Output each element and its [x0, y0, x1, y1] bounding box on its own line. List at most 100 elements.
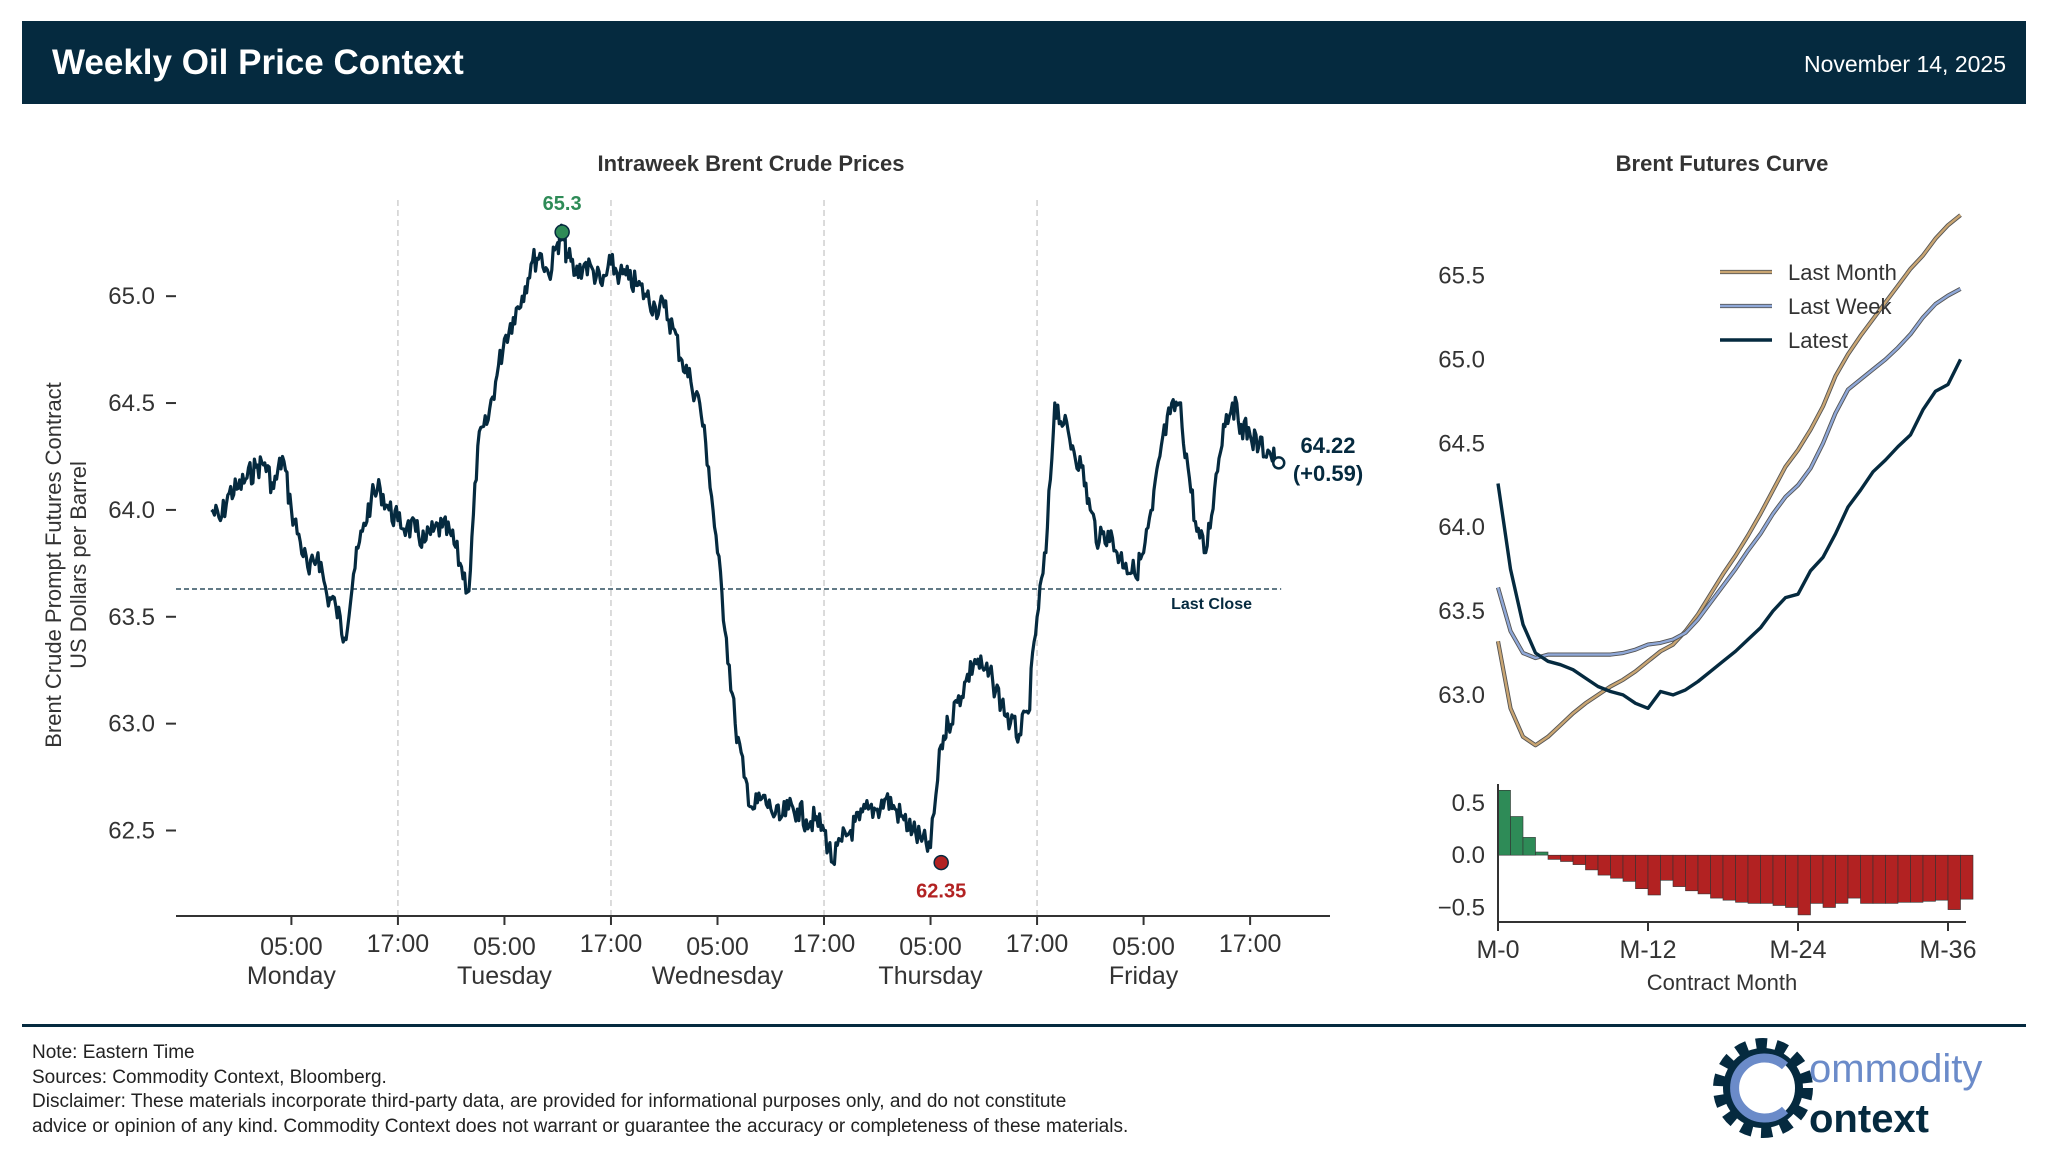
- curve-last-week-line: [1496, 287, 1962, 660]
- change-bar: [1622, 854, 1636, 882]
- change-bar: [1585, 854, 1599, 871]
- curve-y-tick-label: 64.5: [1438, 430, 1485, 457]
- x-day-label: Friday: [1109, 962, 1179, 990]
- last-close-label: Last Close: [1171, 596, 1252, 613]
- change-bar: [1660, 854, 1674, 881]
- change-bar: [1960, 854, 1974, 900]
- change-bar: [1722, 854, 1736, 901]
- change-bar: [1947, 854, 1961, 910]
- change-bar: [1797, 854, 1811, 916]
- change-bar: [1710, 854, 1724, 899]
- last-price-marker: [1271, 456, 1286, 470]
- weekly-low-label: 62.35: [916, 881, 966, 903]
- header-bar: Weekly Oil Price Context November 14, 20…: [22, 21, 2026, 104]
- x-day-label: Tuesday: [457, 962, 552, 990]
- y-axis-label-line2: US Dollars per Barrel: [66, 461, 91, 669]
- contract-month-axis-label: Contract Month: [1647, 970, 1797, 995]
- change-bar: [1535, 851, 1549, 856]
- commodity-context-logo: ommodity ontext: [1713, 1038, 1982, 1141]
- change-bar: [1547, 854, 1561, 860]
- change-bar: [1747, 854, 1761, 904]
- logo-word-context: ontext: [1809, 1097, 1929, 1141]
- x-tick-label: 17:00: [793, 930, 856, 958]
- change-bar: [1497, 789, 1511, 856]
- change-bar: [1510, 816, 1524, 856]
- footer-notes: Note: Eastern Time Sources: Commodity Co…: [32, 1041, 1128, 1139]
- change-bar: [1860, 854, 1874, 904]
- y-tick-label: 64.0: [108, 497, 155, 524]
- curve-y-tick-label: 64.0: [1438, 514, 1485, 541]
- change-bar: [1572, 854, 1586, 865]
- change-bar: [1785, 854, 1799, 908]
- change-y-tick-label: 0.0: [1452, 842, 1485, 869]
- y-tick-label: 64.5: [108, 390, 155, 417]
- curve-y-tick-label: 63.5: [1438, 598, 1485, 625]
- x-tick-label: 05:00: [260, 933, 323, 961]
- y-tick-label: 62.5: [108, 818, 155, 845]
- change-bar: [1847, 854, 1861, 899]
- curve-y-tick-label: 65.0: [1438, 346, 1485, 373]
- x-tick-label: 05:00: [899, 933, 962, 961]
- change-bar: [1872, 854, 1886, 904]
- change-bar: [1822, 854, 1836, 908]
- legend-label: Latest: [1788, 328, 1848, 353]
- change-bar: [1597, 854, 1611, 876]
- brent-price-line: [210, 223, 1279, 866]
- x-tick-label: 17:00: [367, 930, 430, 958]
- x-tick-label: 17:00: [1006, 930, 1069, 958]
- change-bar: [1935, 854, 1949, 901]
- futures-curve-title: Brent Futures Curve: [1616, 151, 1829, 176]
- curve-latest-line: [1496, 358, 1963, 710]
- change-bar: [1735, 854, 1749, 903]
- change-bar: [1635, 854, 1649, 890]
- intraweek-chart-title: Intraweek Brent Crude Prices: [598, 151, 905, 176]
- curve-last-month-line: [1496, 214, 1962, 747]
- change-bar: [1810, 854, 1824, 904]
- x-day-label: Monday: [247, 962, 336, 990]
- weekly-high-marker: [554, 224, 570, 240]
- y-axis-label-line1: Brent Crude Prompt Futures Contract: [41, 382, 66, 748]
- x-day-label: Wednesday: [652, 962, 784, 990]
- footer-disclaimer-line2: advice or opinion of any kind. Commodity…: [32, 1115, 1129, 1137]
- y-tick-label: 63.5: [108, 604, 155, 631]
- last-price-label: 64.22: [1300, 433, 1355, 458]
- page-title: Weekly Oil Price Context: [52, 43, 464, 82]
- x-tick-label: 05:00: [473, 933, 536, 961]
- last-price-change-label: (+0.59): [1293, 461, 1363, 486]
- weekly-low-marker: [933, 854, 949, 871]
- curve-y-tick-label: 65.5: [1438, 262, 1485, 289]
- contract-month-tick-label: M-36: [1920, 936, 1977, 964]
- change-bar: [1897, 854, 1911, 903]
- change-bar: [1672, 854, 1686, 887]
- footer-divider: [22, 1024, 2026, 1027]
- footer-disclaimer-line1: Disclaimer: These materials incorporate …: [32, 1091, 1067, 1112]
- x-tick-label: 17:00: [1219, 930, 1282, 958]
- change-bar: [1835, 854, 1849, 904]
- x-tick-label: 17:00: [580, 930, 643, 958]
- change-bar: [1697, 854, 1711, 895]
- report-date: November 14, 2025: [1803, 51, 2006, 77]
- legend-label: Last Month: [1788, 260, 1897, 285]
- change-bar: [1885, 854, 1899, 904]
- change-bar: [1647, 854, 1661, 896]
- logo-word-commodity: ommodity: [1809, 1047, 1982, 1091]
- change-bar: [1685, 854, 1699, 892]
- weekly-high-label: 65.3: [543, 193, 582, 215]
- contract-month-tick-label: M-24: [1770, 936, 1827, 964]
- x-day-label: Thursday: [878, 962, 983, 990]
- x-tick-label: 05:00: [686, 933, 749, 961]
- change-bar: [1910, 854, 1924, 903]
- y-tick-label: 65.0: [108, 283, 155, 310]
- contract-month-tick-label: M-12: [1620, 936, 1677, 964]
- change-bar: [1772, 854, 1786, 906]
- contract-month-tick-label: M-0: [1476, 936, 1519, 964]
- change-bar: [1922, 854, 1936, 902]
- change-bar: [1760, 854, 1774, 904]
- change-bar: [1560, 854, 1574, 862]
- change-y-tick-label: 0.5: [1452, 790, 1485, 817]
- y-tick-label: 63.0: [108, 711, 155, 738]
- change-bar: [1610, 854, 1624, 879]
- curve-y-tick-label: 63.0: [1438, 682, 1485, 709]
- footer-sources: Sources: Commodity Context, Bloomberg.: [32, 1066, 387, 1088]
